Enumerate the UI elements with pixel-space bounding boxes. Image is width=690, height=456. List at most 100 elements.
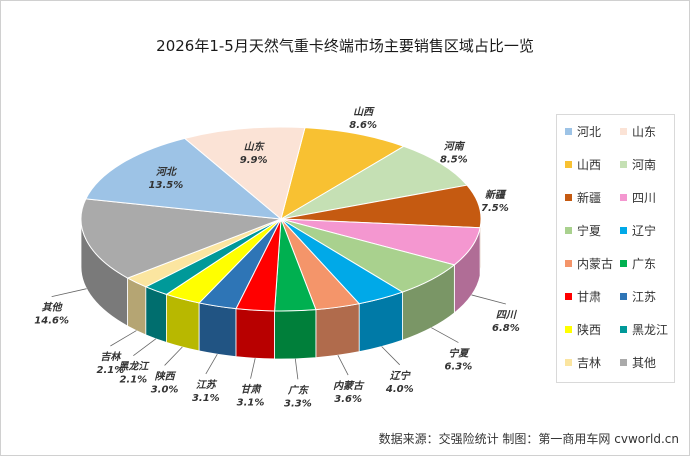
- legend-item: 黑龙江: [620, 321, 668, 338]
- slice-name-label: 吉林: [100, 351, 122, 363]
- legend-label: 吉林: [577, 356, 602, 370]
- legend-label: 内蒙古: [577, 257, 614, 271]
- leader-line-辽宁: [381, 346, 401, 366]
- pie-slice-山西: [280, 127, 405, 221]
- legend-item: 河南: [620, 156, 656, 173]
- slice-value-label: 3.1%: [192, 393, 220, 404]
- legend-label: 江苏: [632, 290, 657, 304]
- leader-line-四川: [471, 294, 506, 305]
- slice-value-label: 2.1%: [97, 365, 125, 376]
- slice-name-label: 内蒙古: [333, 380, 365, 392]
- legend-item: 四川: [620, 189, 656, 206]
- legend-swatch: [565, 260, 572, 267]
- pie-slice-其他: [80, 198, 282, 279]
- pie-slice-河南: [280, 145, 468, 220]
- legend-label: 山西: [577, 158, 602, 172]
- pie-slice-河北: [85, 137, 283, 220]
- legend-item: 河北: [565, 123, 601, 140]
- legend-label: 宁夏: [577, 224, 602, 238]
- legend-label: 河北: [577, 125, 602, 139]
- legend-item: 辽宁: [620, 222, 656, 239]
- legend-item: 其他: [620, 354, 656, 371]
- slice-name-label: 山东: [244, 141, 266, 153]
- slice-name-label: 四川: [496, 309, 518, 321]
- slice-value-label: 6.3%: [445, 362, 473, 373]
- legend-item: 广东: [620, 255, 656, 272]
- slice-value-label: 3.0%: [151, 384, 179, 395]
- legend-swatch: [620, 260, 627, 267]
- pie-side-江苏: [198, 302, 237, 358]
- leader-line-内蒙古: [337, 355, 349, 376]
- leader-line-甘肃: [250, 358, 256, 379]
- pie-slice-山东: [183, 126, 306, 220]
- pie-side-内蒙古: [315, 303, 360, 359]
- leader-line-宁夏: [431, 327, 459, 343]
- slice-name-label: 新疆: [485, 189, 507, 201]
- pie-side-吉林: [127, 277, 147, 336]
- legend-swatch: [565, 293, 572, 300]
- slice-value-label: 7.5%: [481, 203, 509, 214]
- leader-line-陕西: [164, 346, 183, 366]
- slice-value-label: 3.3%: [284, 398, 312, 409]
- legend-item: 新疆: [565, 189, 601, 206]
- legend-label: 甘肃: [577, 290, 602, 304]
- legend-swatch: [565, 194, 572, 201]
- slice-value-label: 4.0%: [385, 384, 414, 395]
- legend-label: 广东: [632, 257, 657, 271]
- slice-name-label: 宁夏: [448, 348, 470, 360]
- slice-name-label: 甘肃: [241, 384, 263, 396]
- legend-item: 江苏: [620, 288, 656, 305]
- legend-swatch: [620, 128, 627, 135]
- legend-item: 山东: [620, 123, 656, 140]
- legend-item: 甘肃: [565, 288, 601, 305]
- leader-line-吉林: [110, 330, 137, 347]
- leader-line-江苏: [205, 354, 218, 375]
- legend-item: 山西: [565, 156, 601, 173]
- legend-swatch: [565, 326, 572, 333]
- legend-swatch: [620, 194, 627, 201]
- legend-label: 新疆: [577, 191, 602, 205]
- legend-item: 吉林: [565, 354, 601, 371]
- legend-item: 陕西: [565, 321, 601, 338]
- slice-name-label: 辽宁: [390, 370, 412, 382]
- chart-legend: 河北 山东山西 河南新疆 四川宁夏 辽宁内蒙古 广东甘肃 江苏陕西 黑龙江吉林 其他: [556, 114, 675, 383]
- legend-swatch: [565, 359, 572, 366]
- legend-item: 宁夏: [565, 222, 601, 239]
- pie-side-广东: [274, 309, 317, 360]
- legend-item: 内蒙古: [565, 255, 613, 272]
- legend-swatch: [565, 128, 572, 135]
- legend-swatch: [620, 227, 627, 234]
- legend-label: 辽宁: [632, 224, 657, 238]
- slice-name-label: 陕西: [155, 370, 177, 382]
- slice-value-label: 8.5%: [440, 155, 468, 166]
- slice-value-label: 14.6%: [34, 316, 69, 327]
- slice-value-label: 2.1%: [119, 375, 147, 386]
- slice-name-label: 其他: [42, 302, 64, 314]
- legend-swatch: [620, 161, 627, 168]
- slice-value-label: 9.9%: [240, 155, 268, 166]
- slice-name-label: 江苏: [196, 379, 218, 391]
- legend-label: 黑龙江: [632, 323, 669, 337]
- slice-value-label: 8.6%: [349, 120, 377, 131]
- legend-swatch: [620, 293, 627, 300]
- slice-value-label: 3.6%: [334, 394, 362, 405]
- slice-value-label: 13.5%: [149, 180, 184, 191]
- legend-label: 其他: [632, 356, 657, 370]
- legend-swatch: [565, 161, 572, 168]
- legend-swatch: [565, 227, 572, 234]
- leader-line-黑龙江: [133, 338, 157, 357]
- slice-value-label: 3.1%: [237, 398, 265, 409]
- legend-label: 山东: [632, 125, 657, 139]
- pie-side-陕西: [166, 293, 200, 352]
- legend-swatch: [620, 326, 627, 333]
- pie-side-甘肃: [235, 308, 275, 360]
- legend-label: 四川: [632, 191, 657, 205]
- slice-name-label: 黑龙江: [118, 361, 150, 373]
- source-note: 数据来源：交强险统计 制图：第一商用车网 cvworld.cn: [378, 432, 679, 446]
- slice-name-label: 河北: [156, 166, 178, 178]
- leader-line-广东: [294, 358, 299, 380]
- chart-title: 2026年1-5月天然气重卡终端市场主要销售区域占比一览: [156, 37, 534, 55]
- legend-swatch: [620, 359, 627, 366]
